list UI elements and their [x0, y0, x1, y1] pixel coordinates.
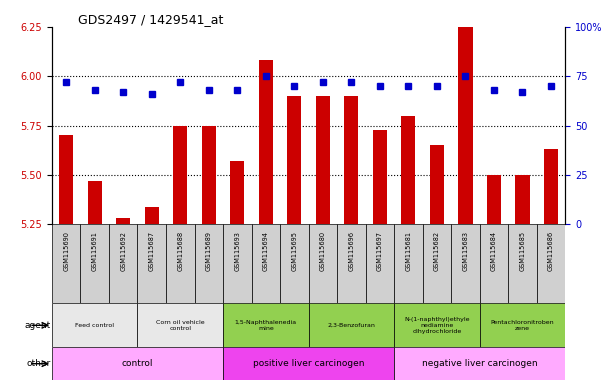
- Bar: [394, 303, 480, 347]
- Bar: [451, 224, 480, 303]
- Text: GSM115691: GSM115691: [92, 231, 98, 271]
- Bar: [116, 218, 130, 224]
- Bar: [223, 303, 309, 347]
- Text: GSM115692: GSM115692: [120, 231, 126, 271]
- Text: GSM115697: GSM115697: [377, 231, 383, 271]
- Text: GSM115682: GSM115682: [434, 231, 440, 271]
- Text: GSM115687: GSM115687: [148, 231, 155, 271]
- Bar: [508, 224, 536, 303]
- Text: Pentachloronitroben
zene: Pentachloronitroben zene: [491, 320, 554, 331]
- Bar: [373, 129, 387, 224]
- Text: GSM115688: GSM115688: [177, 231, 183, 271]
- Bar: [52, 347, 223, 380]
- Text: control: control: [122, 359, 153, 368]
- Bar: [137, 224, 166, 303]
- Text: GSM115685: GSM115685: [519, 231, 525, 271]
- Text: other: other: [26, 359, 51, 368]
- Bar: [394, 347, 565, 380]
- Text: 2,3-Benzofuran: 2,3-Benzofuran: [327, 323, 375, 328]
- Bar: [544, 149, 558, 224]
- Text: Corn oil vehicle
control: Corn oil vehicle control: [156, 320, 205, 331]
- Bar: [145, 207, 159, 224]
- Bar: [59, 136, 73, 224]
- Bar: [480, 224, 508, 303]
- Bar: [316, 96, 330, 224]
- Bar: [480, 303, 565, 347]
- Bar: [109, 224, 137, 303]
- Text: GSM115693: GSM115693: [234, 231, 240, 271]
- Bar: [430, 146, 444, 224]
- Bar: [194, 224, 223, 303]
- Bar: [137, 303, 223, 347]
- Bar: [287, 96, 301, 224]
- Text: GSM115695: GSM115695: [291, 231, 298, 271]
- Text: N-(1-naphthyl)ethyle
nediamine
dihydrochloride: N-(1-naphthyl)ethyle nediamine dihydroch…: [404, 317, 470, 334]
- Bar: [344, 96, 359, 224]
- Bar: [365, 224, 394, 303]
- Text: GSM115696: GSM115696: [348, 231, 354, 271]
- Bar: [166, 224, 194, 303]
- Bar: [309, 224, 337, 303]
- Bar: [223, 224, 252, 303]
- Text: GSM115680: GSM115680: [320, 231, 326, 271]
- Bar: [309, 303, 394, 347]
- Bar: [230, 161, 244, 224]
- Bar: [423, 224, 451, 303]
- Text: GSM115683: GSM115683: [463, 231, 469, 271]
- Bar: [337, 224, 365, 303]
- Text: positive liver carcinogen: positive liver carcinogen: [253, 359, 364, 368]
- Text: GSM115681: GSM115681: [405, 231, 411, 271]
- Bar: [52, 303, 137, 347]
- Bar: [487, 175, 501, 224]
- Bar: [280, 224, 309, 303]
- Bar: [81, 224, 109, 303]
- Bar: [536, 224, 565, 303]
- Bar: [223, 347, 394, 380]
- Text: GSM115684: GSM115684: [491, 231, 497, 271]
- Text: GSM115690: GSM115690: [63, 231, 69, 271]
- Text: GSM115686: GSM115686: [548, 231, 554, 271]
- Text: GDS2497 / 1429541_at: GDS2497 / 1429541_at: [78, 13, 223, 26]
- Text: negative liver carcinogen: negative liver carcinogen: [422, 359, 538, 368]
- Bar: [87, 181, 102, 224]
- Text: GSM115694: GSM115694: [263, 231, 269, 271]
- Bar: [258, 60, 273, 224]
- Text: Feed control: Feed control: [75, 323, 114, 328]
- Text: agent: agent: [24, 321, 51, 330]
- Bar: [458, 27, 472, 224]
- Bar: [394, 224, 423, 303]
- Bar: [252, 224, 280, 303]
- Text: GSM115689: GSM115689: [206, 231, 212, 271]
- Bar: [515, 175, 530, 224]
- Bar: [173, 126, 188, 224]
- Bar: [52, 224, 81, 303]
- Bar: [401, 116, 415, 224]
- Text: 1,5-Naphthalenedia
mine: 1,5-Naphthalenedia mine: [235, 320, 297, 331]
- Bar: [202, 126, 216, 224]
